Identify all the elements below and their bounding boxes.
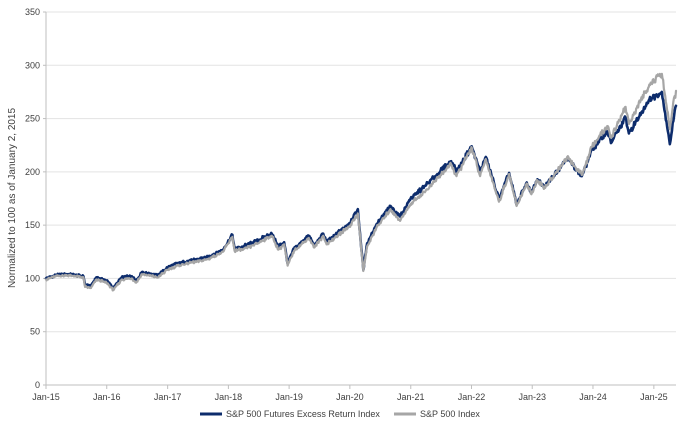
gridlines [46,11,676,333]
x-tick-label: Jan-15 [32,392,60,402]
legend-item-futures-excess-return: S&P 500 Futures Excess Return Index [200,409,380,419]
x-tick-label: Jan-19 [275,392,303,402]
series-line-futures-excess-return [44,90,678,290]
y-tick-label: 50 [30,327,40,337]
y-tick-label: 150 [25,220,40,230]
y-tick-label: 300 [25,60,40,70]
y-tick-label: 200 [25,167,40,177]
y-tick-label: 250 [25,114,40,124]
series-line-sp500-index [44,72,678,292]
x-tick-label: Jan-23 [518,392,546,402]
y-tick-label: 0 [35,380,40,390]
legend-item-sp500-index: S&P 500 Index [394,409,480,419]
x-tick-label: Jan-17 [154,392,182,402]
x-tick-label: Jan-21 [397,392,425,402]
y-axis-title: Normalized to 100 as of January 2, 2015 [7,108,18,289]
legend-label: S&P 500 Futures Excess Return Index [226,409,380,419]
x-tick-label: Jan-16 [93,392,121,402]
x-tick-label: Jan-25 [640,392,668,402]
x-tick-label: Jan-22 [458,392,486,402]
tick-labels: 0 50 100 150 200 250 300 350 Jan-15 Jan-16 Jan-17 J… [25,7,668,402]
x-tick-label: Jan-18 [215,392,243,402]
x-tick-label: Jan-20 [336,392,364,402]
y-tick-label: 350 [25,7,40,17]
x-tick-label: Jan-24 [579,392,607,402]
series-lines [44,72,678,292]
legend: S&P 500 Futures Excess Return Index S&P 5… [200,409,480,419]
legend-label: S&P 500 Index [420,409,480,419]
axes [43,11,676,389]
y-tick-label: 100 [25,273,40,283]
